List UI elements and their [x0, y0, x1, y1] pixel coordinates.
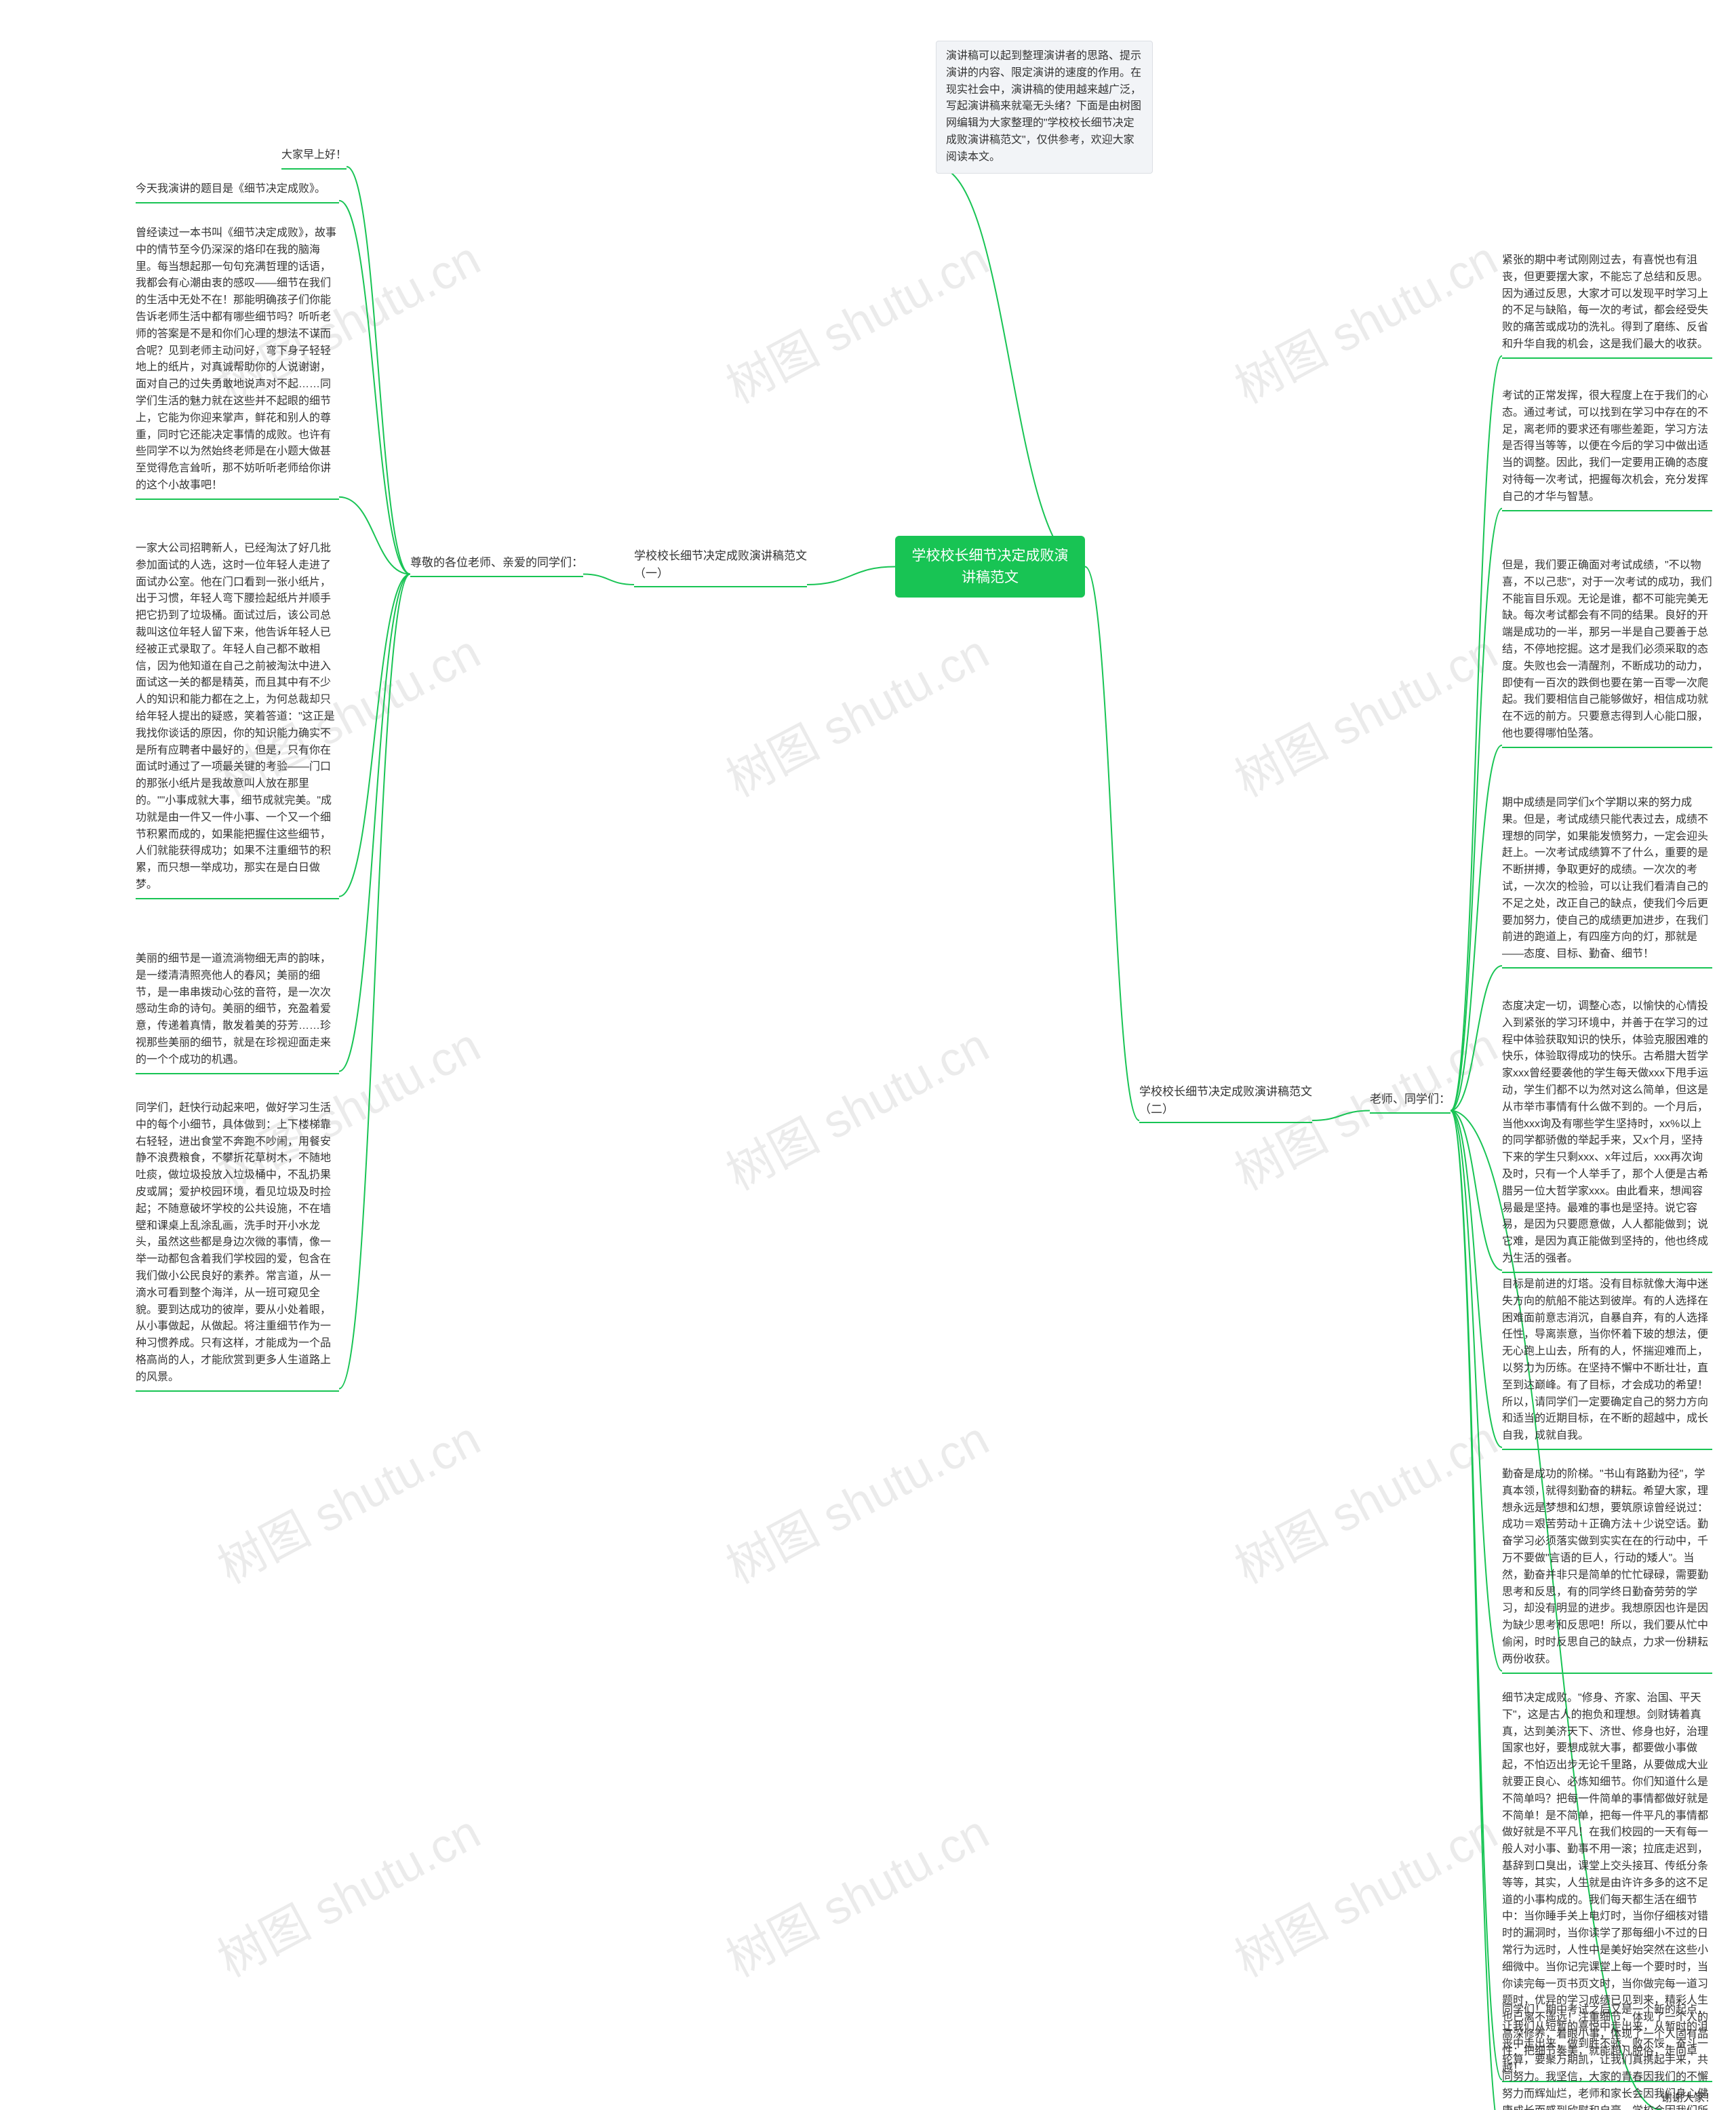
branch-2-sub-text: 老师、同学们： — [1370, 1093, 1451, 1106]
leaf-text: 目标是前进的灯塔。没有目标就像大海中迷失方向的航船不能达到彼岸。有的人选择在困难… — [1502, 1278, 1708, 1441]
leaf-text: 同学们，赶快行动起来吧，做好学习生活中的每个小细节，具体做到：上下楼梯靠右轻轻，… — [136, 1102, 331, 1383]
branch-2-leaf-6: 勤奋是成功的阶梯。"书山有路勤为径"，学真本领，就得刻勤奋的耕耘。希望大家，理想… — [1502, 1465, 1712, 1674]
root-node: 学校校长细节决定成败演讲稿范文 — [895, 536, 1085, 598]
leaf-text: 曾经读过一本书叫《细节决定成败》，故事中的情节至今仍深深的烙印在我的脑海里。每当… — [136, 227, 336, 491]
branch-1-leaf-4: 美丽的细节是一道流淌物细无声的韵味，是一缕清清照亮他人的春风；美丽的细节，是一串… — [136, 950, 339, 1074]
branch-1-sub: 尊敬的各位老师、亲爱的同学们： — [410, 553, 583, 577]
branch-2-leaf-9: 谢谢大家！ — [1661, 2089, 1716, 2110]
branch-1-leaf-1: 今天我演讲的题目是《细节决定成败》。 — [136, 180, 339, 203]
leaf-text: 大家早上好！ — [281, 149, 347, 161]
watermark-text: 树图 shutu.cn — [1221, 1795, 1507, 1990]
leaf-text: 谢谢大家！ — [1661, 2092, 1716, 2104]
leaf-text: 期中成绩是同学们x个学期以来的努力成果。但是，考试成绩只能代表过去，成绩不理想的… — [1502, 797, 1708, 960]
watermark-text: 树图 shutu.cn — [1221, 614, 1507, 810]
branch-2-title: 学校校长细节决定成败演讲稿范文（二） — [1139, 1082, 1312, 1123]
branch-2-leaf-5: 目标是前进的灯塔。没有目标就像大海中迷失方向的航船不能达到彼岸。有的人选择在困难… — [1502, 1275, 1712, 1450]
branch-1-leaf-3: 一家大公司招聘新人，已经淘汰了好几批参加面试的人选，这时一位年轻人走进了面试办公… — [136, 539, 339, 899]
leaf-text: 美丽的细节是一道流淌物细无声的韵味，是一缕清清照亮他人的春风；美丽的细节，是一串… — [136, 953, 331, 1066]
leaf-text: 但是，我们要正确面对考试成绩，"不以物喜，不以己悲"，对于一次考试的成功，我们不… — [1502, 560, 1712, 739]
branch-1-title-text: 学校校长细节决定成败演讲稿范文（一） — [634, 549, 807, 580]
watermark-text: 树图 shutu.cn — [204, 1795, 490, 1990]
branch-2-leaf-0: 紧张的期中考试刚刚过去，有喜悦也有沮丧，但更要摆大家，不能忘了总结和反思。因为通… — [1502, 251, 1712, 359]
branch-1-title: 学校校长细节决定成败演讲稿范文（一） — [634, 546, 807, 587]
branch-2-leaf-1: 考试的正常发挥，很大程度上在于我们的心态。通过考试，可以找到在学习中存在的不足，… — [1502, 387, 1712, 511]
branch-1-leaf-5: 同学们，赶快行动起来吧，做好学习生活中的每个小细节，具体做到：上下楼梯靠右轻轻，… — [136, 1099, 339, 1392]
root-text: 学校校长细节决定成败演讲稿范文 — [912, 548, 1069, 585]
branch-2-leaf-2: 但是，我们要正确面对考试成绩，"不以物喜，不以己悲"，对于一次考试的成功，我们不… — [1502, 556, 1712, 748]
branch-1-leaf-2: 曾经读过一本书叫《细节决定成败》，故事中的情节至今仍深深的烙印在我的脑海里。每当… — [136, 224, 339, 500]
intro-node: 演讲稿可以起到整理演讲者的思路、提示演讲的内容、限定演讲的速度的作用。在现实社会… — [936, 41, 1153, 174]
leaf-text: 紧张的期中考试刚刚过去，有喜悦也有沮丧，但更要摆大家，不能忘了总结和反思。因为通… — [1502, 254, 1708, 350]
watermark-text: 树图 shutu.cn — [713, 221, 999, 416]
branch-2-leaf-4: 态度决定一切，调整心态，以愉快的心情投入到紧张的学习环境中，并善于在学习的过程中… — [1502, 997, 1712, 1273]
leaf-text: 考试的正常发挥，很大程度上在于我们的心态。通过考试，可以找到在学习中存在的不足，… — [1502, 390, 1708, 503]
leaf-text: 勤奋是成功的阶梯。"书山有路勤为径"，学真本领，就得刻勤奋的耕耘。希望大家，理想… — [1502, 1468, 1708, 1665]
branch-2-title-text: 学校校长细节决定成败演讲稿范文（二） — [1139, 1085, 1312, 1116]
watermark-text: 树图 shutu.cn — [713, 1008, 999, 1203]
leaf-text: 一家大公司招聘新人，已经淘汰了好几批参加面试的人选，这时一位年轻人走进了面试办公… — [136, 543, 335, 891]
watermark-text: 树图 shutu.cn — [713, 1401, 999, 1597]
intro-text: 演讲稿可以起到整理演讲者的思路、提示演讲的内容、限定演讲的速度的作用。在现实社会… — [946, 50, 1141, 163]
watermark-text: 树图 shutu.cn — [204, 1401, 490, 1597]
leaf-text: 态度决定一切，调整心态，以愉快的心情投入到紧张的学习环境中，并善于在学习的过程中… — [1502, 1000, 1708, 1264]
watermark-text: 树图 shutu.cn — [713, 1795, 999, 1990]
watermark-text: 树图 shutu.cn — [713, 614, 999, 810]
branch-1-leaf-0: 大家早上好！ — [281, 146, 347, 170]
leaf-text: 今天我演讲的题目是《细节决定成败》。 — [136, 183, 326, 195]
branch-1-sub-text: 尊敬的各位老师、亲爱的同学们： — [410, 556, 583, 569]
watermark-text: 树图 shutu.cn — [1221, 1401, 1507, 1597]
branch-2-sub: 老师、同学们： — [1370, 1089, 1451, 1114]
watermark-text: 树图 shutu.cn — [1221, 221, 1507, 416]
branch-2-leaf-3: 期中成绩是同学们x个学期以来的努力成果。但是，考试成绩只能代表过去，成绩不理想的… — [1502, 794, 1712, 969]
